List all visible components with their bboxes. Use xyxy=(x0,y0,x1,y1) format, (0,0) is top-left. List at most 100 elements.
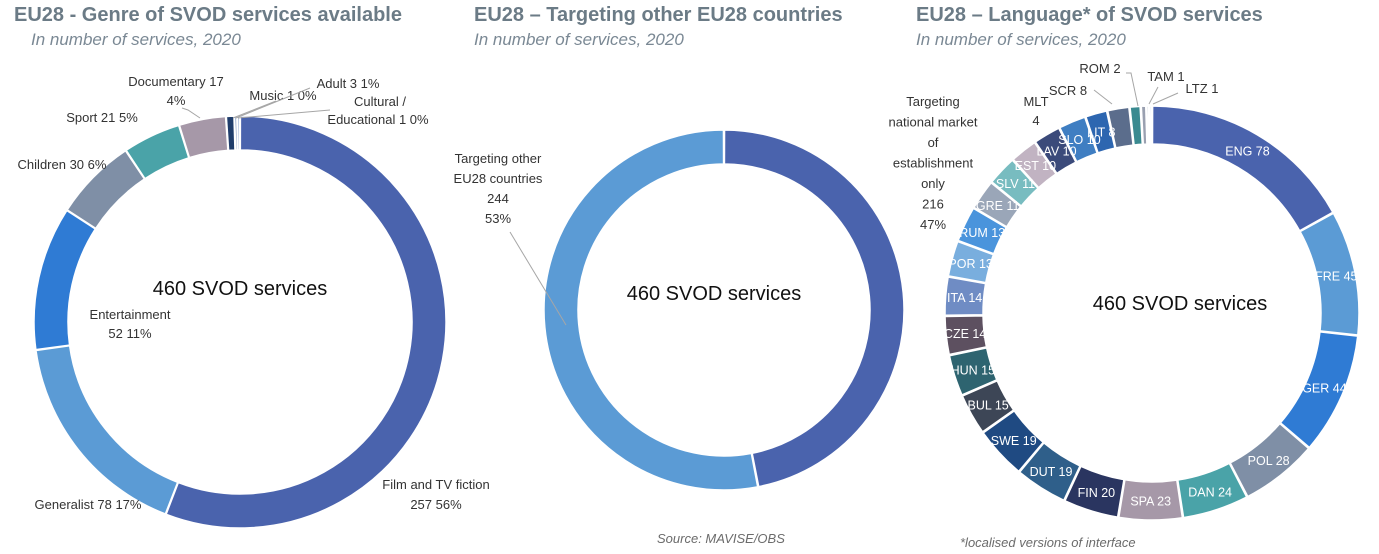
chart-1-value-entertainment: 52 11% xyxy=(108,326,152,341)
chart-3-inner-label-dan-24: DAN 24 xyxy=(1188,485,1232,499)
chart-3-inner-label-slo-10: SLO 10 xyxy=(1058,133,1100,147)
chart-3-inner-label-lit-8: LIT 8 xyxy=(1087,125,1115,139)
chart-3-slice-eng xyxy=(1151,105,1334,232)
chart-3-inner-label-pol-28: POL 28 xyxy=(1248,454,1290,468)
chart-3-inner-label-rum-13: RUM 13 xyxy=(959,226,1005,240)
chart-3-slice-rum xyxy=(957,207,1008,255)
chart-3-annotation-line-3: of xyxy=(928,135,939,150)
chart-3-value-mlt: 4 xyxy=(1032,113,1039,128)
chart-3-inner-label-spa-23: SPA 23 xyxy=(1130,494,1171,508)
chart-3-slice-scr xyxy=(1106,106,1134,149)
chart-3-inner-label-por-13: POR 13 xyxy=(948,257,993,271)
chart-2-title: EU28 – Targeting other EU28 countries xyxy=(474,4,843,26)
chart-3-slice-ita xyxy=(944,276,987,316)
chart-3-slice-fre xyxy=(1299,212,1360,336)
chart-3-slice-gre xyxy=(972,181,1022,228)
chart-3-slice-slv xyxy=(990,159,1040,208)
chart-3-slice-dut xyxy=(1018,441,1081,502)
chart-3-inner-label-swe-19: SWE 19 xyxy=(991,434,1037,448)
chart-3-annotation-line-7: 47% xyxy=(920,217,946,232)
chart-1-label-cultural: Cultural / xyxy=(354,94,406,109)
chart-3-slice-tam xyxy=(1146,105,1150,145)
chart-3-slice-pol xyxy=(1229,422,1310,498)
chart-1-slice-entertainment xyxy=(33,209,97,351)
chart-3-inner-label-bul-15: BUL 15 xyxy=(968,399,1009,413)
chart-3-slice-ltz xyxy=(1149,105,1153,145)
chart-1-value-film-tv: 257 56% xyxy=(410,497,462,512)
chart-3-inner-label-est-10: EST 10 xyxy=(1015,159,1057,173)
chart-3-slice-dan xyxy=(1176,462,1248,519)
chart-1-leader-adult xyxy=(235,87,311,119)
chart-3-subtitle: In number of services, 2020 xyxy=(916,30,1126,49)
chart-3-leader-ltz xyxy=(1152,92,1179,105)
chart-3-center-label: 460 SVOD services xyxy=(1093,293,1268,315)
footnote: *localised versions of interface xyxy=(960,535,1136,550)
chart-2-subtitle: In number of services, 2020 xyxy=(474,30,684,49)
chart-1-title: EU28 - Genre of SVOD services available xyxy=(14,4,402,26)
chart-3-leader-rom xyxy=(1126,72,1139,107)
chart-1-label-adult: Adult 3 1% xyxy=(317,76,380,91)
chart-1-value-cultural: Educational 1 0% xyxy=(327,112,429,127)
chart-2-label-line-2: EU28 countries xyxy=(454,171,543,186)
chart-3-inner-label-fin-20: FIN 20 xyxy=(1078,486,1116,500)
chart-3-slice-mlt xyxy=(1129,105,1144,146)
chart-3-label-scr: SCR 8 xyxy=(1049,83,1087,98)
chart-2-slice-targeting-other-eu28-countries xyxy=(543,129,759,491)
chart-3-slice-cze xyxy=(944,315,988,356)
chart-1-slice-adult xyxy=(225,115,236,152)
chart-1-label-music: Music 1 0% xyxy=(249,88,317,103)
chart-1-slice-cultural-educational xyxy=(236,115,241,151)
chart-2-label-line-1: Targeting other xyxy=(455,151,542,166)
chart-3-slice-por xyxy=(947,240,995,284)
chart-1-center-label: 460 SVOD services xyxy=(153,278,328,300)
chart-3-slice-lav xyxy=(1034,127,1077,175)
chart-2-value: 244 xyxy=(487,191,509,206)
chart-1-value-documentary: 4% xyxy=(167,93,186,108)
chart-3-inner-label-ita-14: ITA 14 xyxy=(947,291,982,305)
chart-3-slice-swe xyxy=(982,409,1045,473)
chart-3-inner-label-slv-11: SLV 11 xyxy=(996,177,1035,191)
chart-3-slice-lit xyxy=(1084,110,1116,154)
chart-3-leader-tam xyxy=(1148,86,1159,105)
chart-1-label-children: Children 30 6% xyxy=(18,157,107,172)
chart-1-subtitle: In number of services, 2020 xyxy=(31,30,241,49)
chart-3-annotation-line-6: 216 xyxy=(922,197,944,212)
chart-3-inner-label-ger-44: GER 44 xyxy=(1302,381,1347,395)
chart-3-inner-label-dut-19: DUT 19 xyxy=(1030,465,1073,479)
chart-1-label-generalist: Generalist 78 17% xyxy=(35,497,142,512)
chart-3-annotation-line-5: only xyxy=(921,176,945,191)
chart-1-label-film-tv: Film and TV fiction xyxy=(382,477,489,492)
chart-3-label-ltz: LTZ 1 xyxy=(1186,81,1219,96)
chart-3-label-tam: TAM 1 xyxy=(1147,69,1184,84)
chart-1-leader-cultural xyxy=(237,109,331,119)
chart-1-slice-film-and-tv-fiction xyxy=(165,115,447,529)
chart-3-inner-label-gre-11: GRE 11 xyxy=(976,199,1020,213)
chart-1-label-entertainment: Entertainment xyxy=(90,307,171,322)
chart-3-slice-est xyxy=(1012,141,1058,189)
chart-1-slice-generalist xyxy=(35,344,179,515)
chart-3-slice-slo xyxy=(1058,116,1099,163)
chart-3-leader-scr xyxy=(1093,89,1113,105)
chart-3-inner-label-lav-10: LAV 10 xyxy=(1036,145,1076,159)
source-note: Source: MAVISE/OBS xyxy=(657,531,785,546)
chart-2-leader-other xyxy=(509,231,567,326)
chart-1-leader-music xyxy=(232,100,277,119)
chart-3-annotation-line-2: national market xyxy=(889,115,978,130)
chart-3-label-rom: ROM 2 xyxy=(1079,61,1120,76)
chart-3-slice-ger xyxy=(1279,331,1359,449)
chart-3-slice-hun xyxy=(948,346,998,396)
chart-3-slice-fin xyxy=(1063,465,1125,518)
chart-1-label-documentary: Documentary 17 xyxy=(128,74,223,89)
chart-3-inner-label-fre-45: FRE 45 xyxy=(1315,270,1357,284)
chart-1-leader-documentary xyxy=(181,107,201,119)
chart-2-pct: 53% xyxy=(485,211,511,226)
chart-3-title: EU28 – Language* of SVOD services xyxy=(916,4,1263,26)
chart-3-slice-rom xyxy=(1140,105,1148,146)
chart-1-label-sport: Sport 21 5% xyxy=(66,110,138,125)
chart-3-slice-bul xyxy=(961,379,1015,433)
chart-3-inner-label-eng-78: ENG 78 xyxy=(1225,145,1270,159)
chart-3-inner-label-hun-15: HUN 15 xyxy=(951,363,996,377)
chart-3-inner-label-cze-14: CZE 14 xyxy=(944,327,986,341)
chart-3-annotation-line-1: Targeting xyxy=(906,94,959,109)
